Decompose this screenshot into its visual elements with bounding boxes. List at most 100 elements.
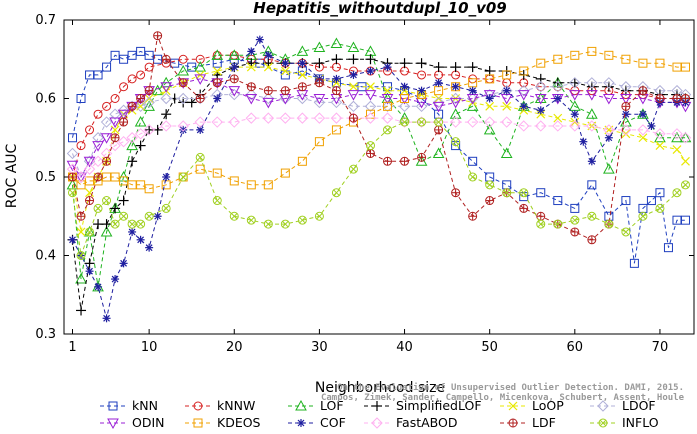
data-point-loop: [161, 86, 171, 96]
data-point-cof: [128, 227, 137, 236]
data-point-fastabod: [679, 132, 692, 144]
x-tick-label: 1: [68, 340, 76, 355]
legend-marker-inflo: [598, 418, 608, 428]
legend-marker-cof: [297, 419, 305, 427]
data-point-lof: [151, 84, 164, 96]
data-point-odin: [83, 156, 96, 168]
data-point-odin: [603, 94, 615, 105]
data-point-inflo: [570, 215, 580, 225]
data-point-knn: [76, 94, 86, 103]
series-line-fastabod: [72, 117, 686, 178]
data-point-odin: [245, 94, 258, 105]
data-point-ldf: [153, 31, 163, 41]
data-point-ldf: [136, 94, 146, 103]
data-point-cof: [451, 82, 460, 91]
data-point-fastabod: [603, 124, 615, 136]
data-point-ldof: [449, 92, 462, 105]
legend-item-odin: ODIN: [100, 415, 165, 430]
data-point-cof: [136, 235, 145, 244]
plot-frame: [63, 19, 695, 335]
data-point-ldf: [110, 133, 120, 143]
data-point-fastabod: [518, 120, 530, 132]
data-point-loop: [485, 101, 495, 111]
series-ldf: [68, 31, 690, 245]
data-point-lof: [347, 41, 360, 52]
data-point-ldf: [314, 78, 324, 88]
y-tick-label: 0.3: [35, 327, 56, 342]
data-point-cof: [485, 94, 494, 103]
data-point-fastabod: [535, 120, 547, 132]
data-point-ldf: [570, 227, 580, 237]
data-point-inflo: [519, 188, 529, 198]
legend-item-knnw: kNNW: [185, 398, 255, 413]
data-point-simplifiedlof: [76, 305, 87, 316]
data-point-knn: [102, 62, 112, 72]
data-point-simplifiedlof: [586, 81, 597, 92]
data-point-lof: [143, 100, 155, 111]
data-point-knn: [663, 243, 673, 253]
data-point-lof: [313, 41, 326, 52]
data-point-odin: [449, 97, 462, 109]
data-point-kdeos: [331, 125, 341, 135]
data-point-cof: [119, 259, 128, 268]
data-point-knnw: [76, 141, 86, 151]
data-point-inflo: [417, 117, 427, 127]
data-point-odin: [568, 90, 581, 101]
data-point-lof: [432, 147, 445, 158]
data-point-ldf: [638, 86, 648, 96]
data-point-inflo: [485, 180, 495, 190]
data-point-ldf: [102, 156, 112, 166]
y-axis-label: ROC AUC: [4, 143, 20, 208]
data-point-odin: [160, 82, 173, 93]
legend: kNN kNNW LOF SimplifiedLOF LoOP LDOF ODIN KDEOS…: [100, 398, 659, 430]
data-point-lof: [134, 116, 147, 127]
data-point-knn: [570, 203, 580, 213]
data-point-fastabod: [449, 116, 462, 128]
data-point-fastabod: [381, 112, 394, 124]
data-point-fastabod: [483, 116, 496, 128]
data-point-odin: [109, 117, 121, 129]
data-point-kdeos: [119, 176, 129, 186]
data-point-fastabod: [109, 139, 121, 152]
series-fastabod: [66, 112, 692, 183]
data-point-inflo: [655, 203, 665, 213]
legend-marker-odin: [107, 418, 119, 430]
series-cof: [68, 35, 690, 323]
data-point-ldf: [76, 211, 86, 221]
plot-area: 0.3 0.4 0.5 0.6 0.7 1 10 20 30 40 50 60 70: [35, 13, 695, 355]
data-point-simplifiedlof: [365, 54, 376, 65]
data-point-inflo: [587, 211, 597, 221]
data-point-ldf: [127, 101, 137, 111]
data-point-knn: [187, 62, 197, 72]
legend-marker-simplifiedlof: [372, 401, 382, 411]
data-point-knn: [110, 50, 120, 60]
data-point-ldf: [400, 156, 410, 166]
legend-label-fastabod: FastABOD: [396, 415, 458, 430]
data-point-ldof: [620, 81, 632, 93]
data-point-odin: [364, 90, 377, 101]
data-point-loop: [297, 70, 307, 80]
legend-label-inflo: INFLO: [622, 415, 659, 430]
data-point-ldof: [134, 100, 147, 113]
data-point-simplifiedlof: [84, 258, 95, 269]
legend-item-fastabod: FastABOD: [364, 415, 458, 430]
data-point-knn: [136, 46, 146, 56]
data-point-cof: [145, 243, 154, 252]
data-point-inflo: [536, 219, 546, 229]
data-point-kdeos: [229, 176, 239, 186]
data-point-ldof: [518, 84, 530, 97]
data-point-simplifiedlof: [331, 54, 342, 65]
data-point-ldof: [398, 100, 411, 113]
data-point-fastabod: [552, 120, 564, 132]
data-point-odin: [75, 172, 87, 184]
data-point-ldof: [160, 92, 172, 105]
data-point-lof: [679, 131, 692, 143]
data-point-loop: [621, 129, 631, 139]
data-point-fastabod: [160, 120, 172, 132]
series-line-knn: [72, 50, 686, 264]
watermark-citation: On the Evaluation of Unsupervised Outlie…: [337, 382, 684, 393]
data-point-cof: [153, 212, 162, 221]
data-point-cof: [621, 110, 630, 119]
data-point-knnw: [417, 70, 427, 80]
